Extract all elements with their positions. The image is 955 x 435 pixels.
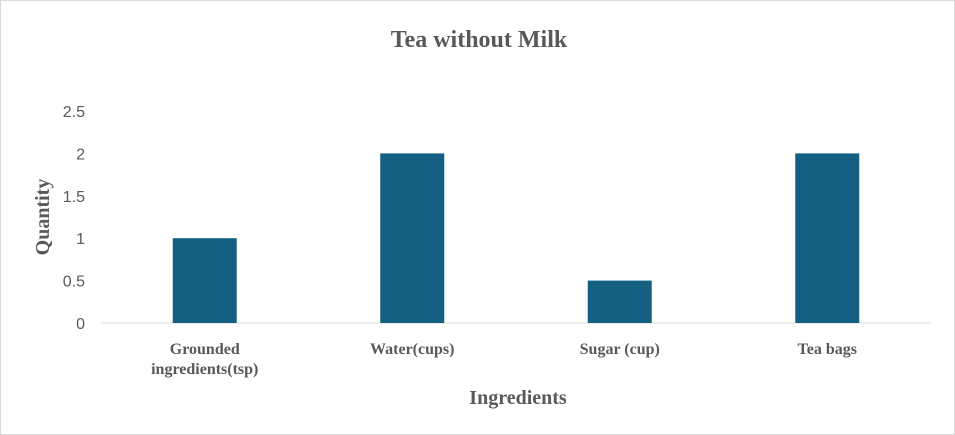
y-tick-label: 1.5 xyxy=(63,189,85,206)
bar xyxy=(172,238,237,323)
x-axis-label: Ingredients xyxy=(469,387,567,409)
y-tick-label: 2 xyxy=(76,146,85,163)
bar xyxy=(587,280,652,323)
y-axis-label: Quantity xyxy=(32,179,54,256)
x-tick-label: Grounded xyxy=(170,341,240,358)
y-tick-label: 0 xyxy=(76,316,85,333)
bar xyxy=(380,153,445,323)
chart-title: Tea without Milk xyxy=(391,27,568,53)
y-tick-label: 2.5 xyxy=(63,104,85,121)
x-tick-label: Sugar (cup) xyxy=(580,341,660,358)
y-tick-label: 1 xyxy=(76,231,85,248)
x-tick-label: Water(cups) xyxy=(370,341,454,358)
bar xyxy=(795,153,860,323)
x-tick-label: Tea bags xyxy=(798,341,857,358)
y-tick-label: 0.5 xyxy=(63,274,85,291)
x-tick-label: ingredients(tsp) xyxy=(151,361,258,378)
